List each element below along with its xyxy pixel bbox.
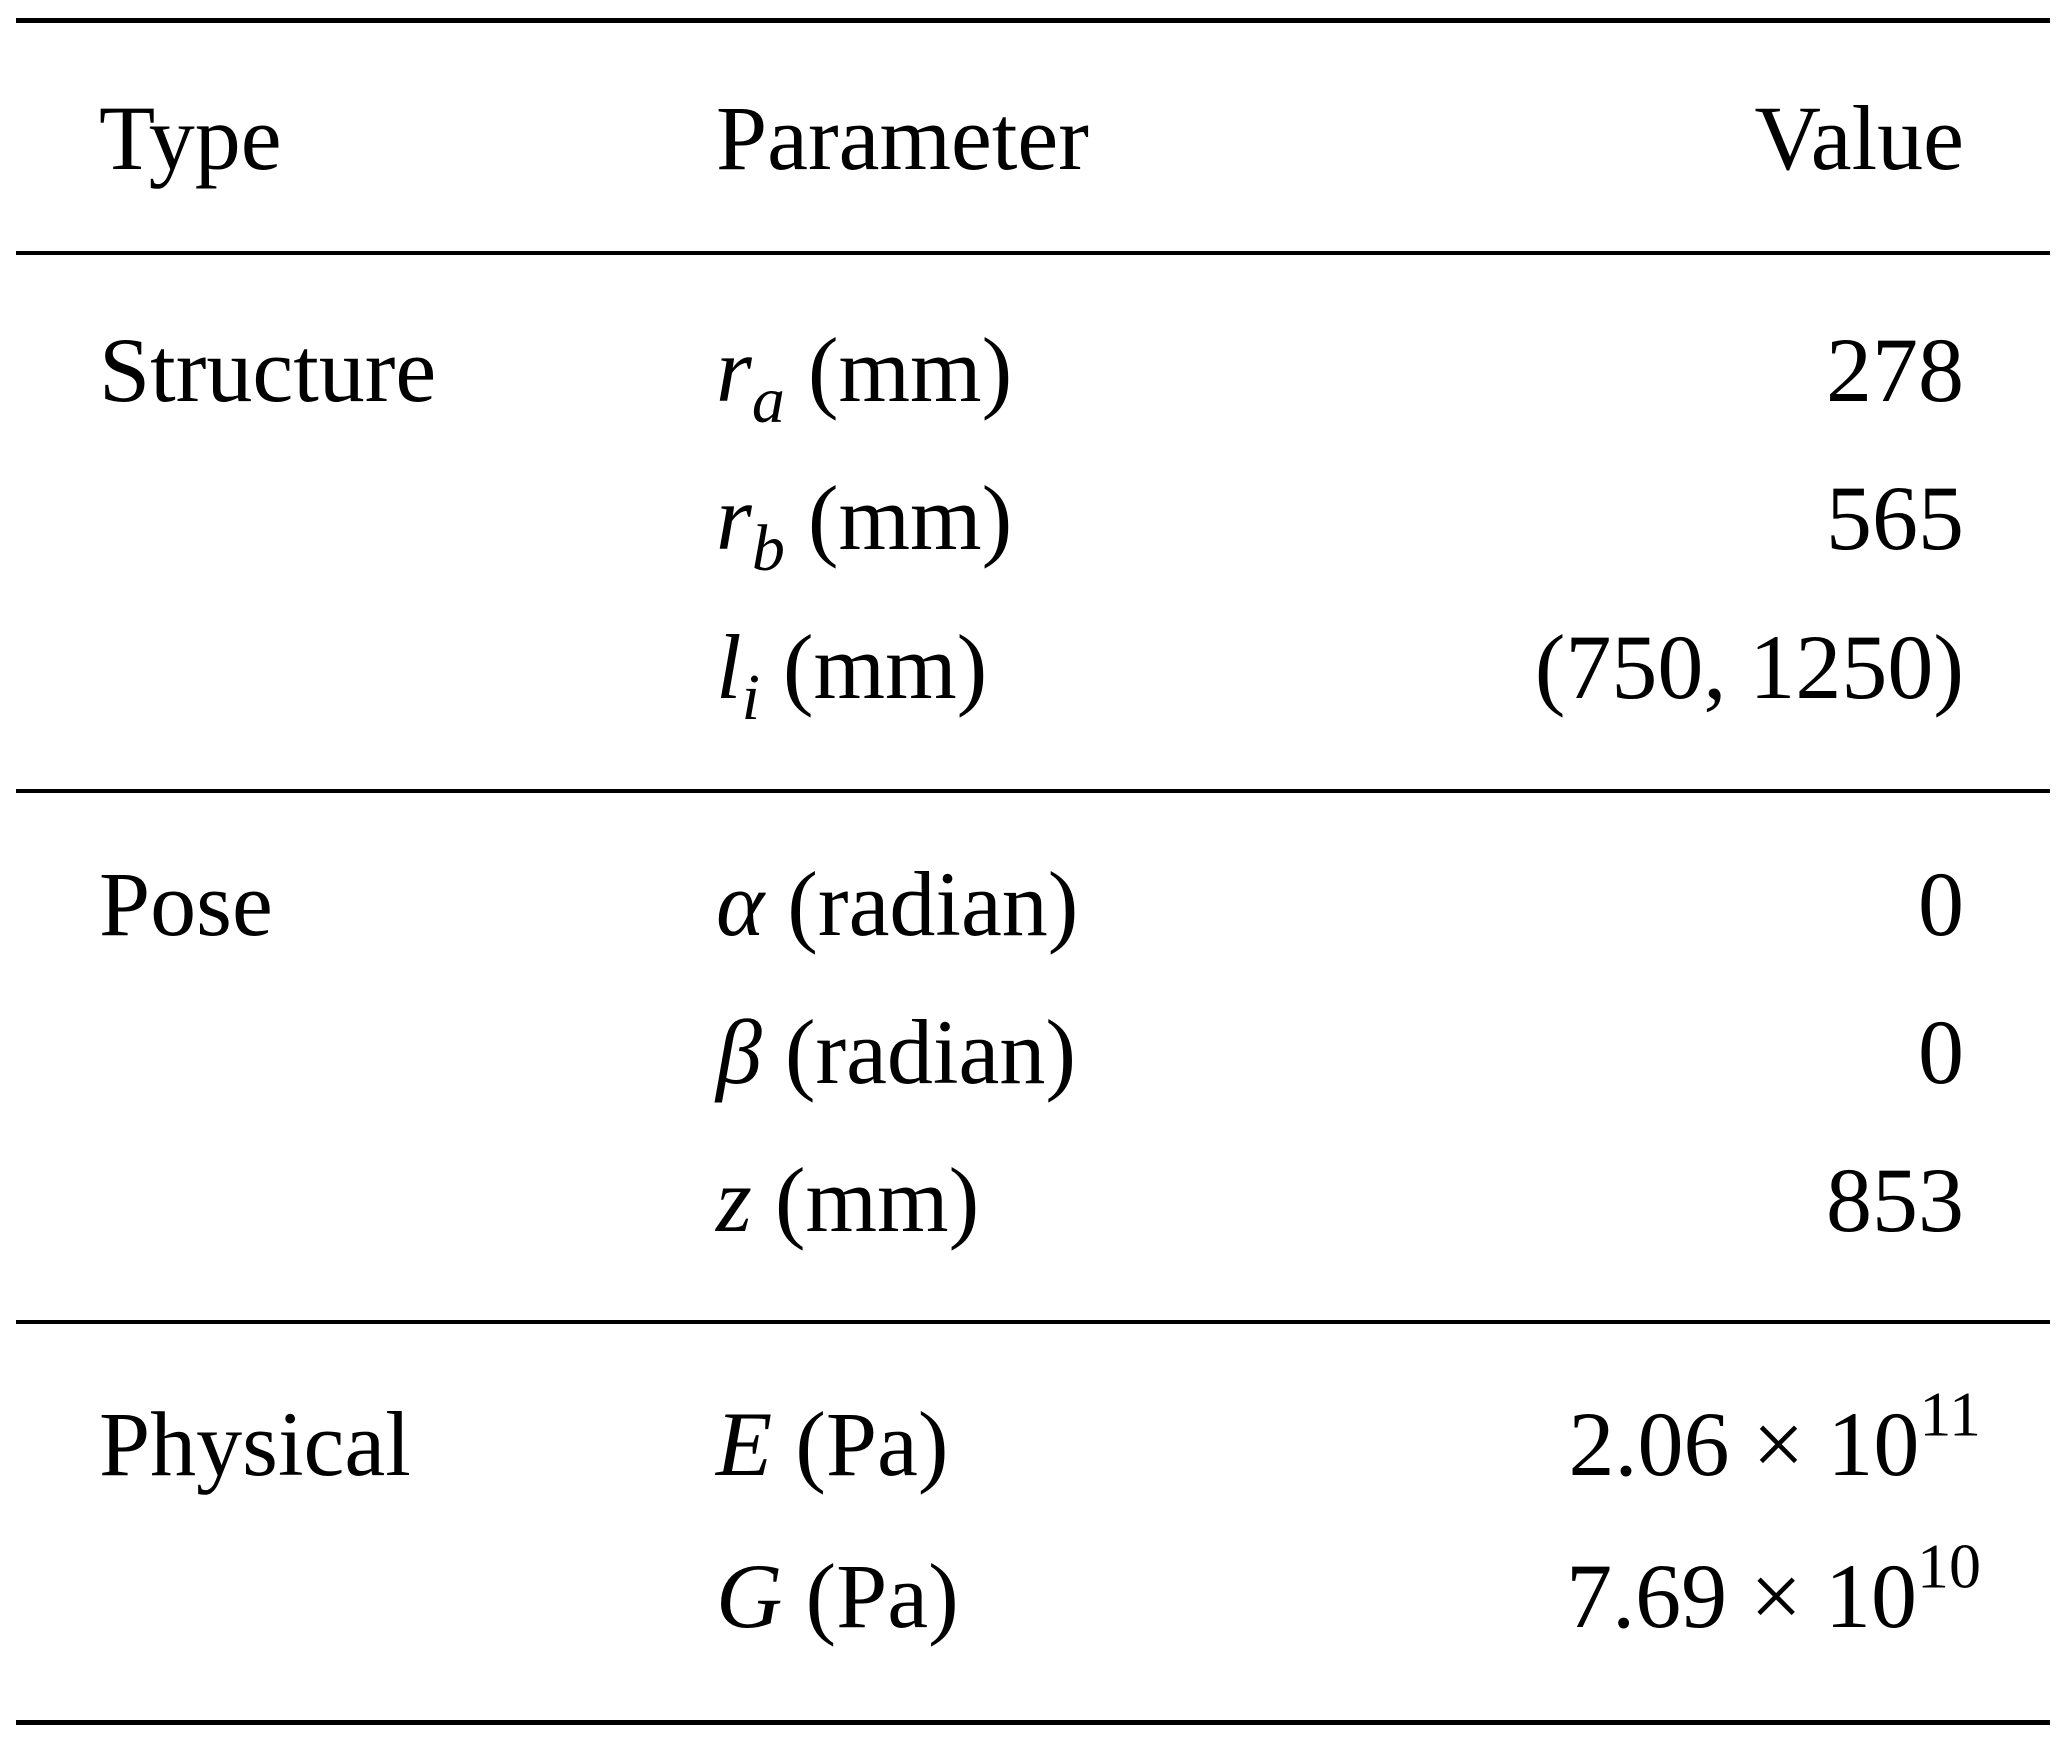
group-divider-structure-pose: [16, 789, 2050, 793]
param-unit: (Pa): [772, 1393, 949, 1495]
value-E: 2.06 × 1011: [1568, 1382, 1981, 1490]
value-mantissa: 2.06 × 10: [1568, 1393, 1920, 1495]
param-symbol: G: [716, 1545, 783, 1647]
value-exponent: 11: [1919, 1378, 1981, 1450]
value-G: 7.69 × 1010: [1566, 1534, 1981, 1642]
param-subscript: a: [751, 364, 785, 438]
value-r-b: 565: [1826, 467, 1964, 569]
param-E: E (Pa): [716, 1398, 948, 1490]
header-rule: [16, 251, 2050, 255]
param-unit: (radian): [761, 1001, 1076, 1103]
header-parameter: Parameter: [716, 87, 1089, 189]
value-beta: 0: [1918, 1001, 1964, 1103]
param-unit: (mm): [751, 1149, 980, 1251]
param-r-a: ra (mm): [716, 324, 1012, 434]
param-symbol: α: [716, 853, 765, 955]
param-alpha: α (radian): [716, 858, 1078, 950]
param-symbol: z: [716, 1149, 752, 1251]
header-value: Value: [1754, 87, 1964, 189]
param-l-i: li (mm): [716, 621, 987, 731]
value-l-i: (750, 1250): [1534, 616, 1964, 718]
param-G: G (Pa): [716, 1550, 959, 1642]
value-r-a: 278: [1826, 319, 1964, 421]
value-alpha: 0: [1918, 853, 1964, 955]
group-label-pose: Pose: [99, 853, 273, 955]
group-label-structure: Structure: [99, 319, 437, 421]
bottom-rule: [16, 1720, 2050, 1725]
param-unit: (mm): [784, 319, 1013, 421]
param-unit: (Pa): [782, 1545, 959, 1647]
param-subscript: i: [741, 661, 760, 735]
value-exponent: 10: [1917, 1530, 1981, 1602]
param-r-b: rb (mm): [716, 472, 1012, 582]
param-symbol: r: [716, 319, 752, 421]
param-unit: (radian): [764, 853, 1079, 955]
group-label-physical: Physical: [99, 1393, 411, 1495]
param-subscript: b: [751, 512, 785, 586]
value-mantissa: 7.69 × 10: [1566, 1545, 1917, 1647]
param-beta: β (radian): [716, 1006, 1076, 1098]
top-rule: [16, 18, 2050, 23]
value-z: 853: [1826, 1149, 1964, 1251]
param-unit: (mm): [784, 467, 1013, 569]
group-divider-pose-physical: [16, 1320, 2050, 1324]
param-symbol: E: [716, 1393, 773, 1495]
header-type: Type: [99, 87, 282, 189]
param-unit: (mm): [759, 616, 988, 718]
param-symbol: β: [716, 1001, 762, 1103]
param-symbol: l: [716, 616, 742, 718]
param-z: z (mm): [716, 1154, 979, 1246]
param-symbol: r: [716, 467, 752, 569]
